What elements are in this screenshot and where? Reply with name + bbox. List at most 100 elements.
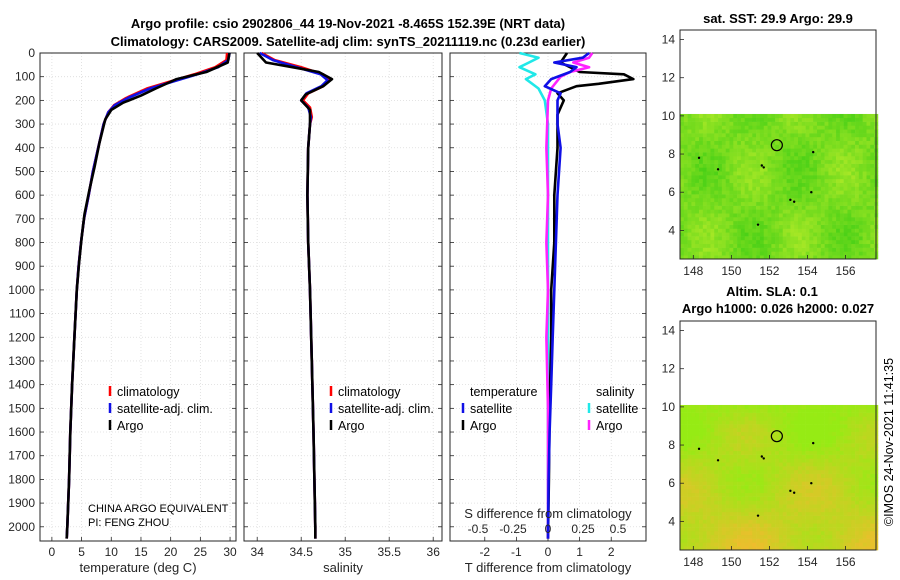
heatmap-cell [729,469,734,474]
heatmap-cell [790,462,795,467]
heatmap-cell [813,190,818,195]
heatmap-cell [763,159,768,164]
heatmap-cell [801,186,806,191]
heatmap-cell [740,458,745,463]
heatmap-cell [836,527,841,532]
heatmap-cell [771,466,776,471]
heatmap-cell [718,462,723,467]
heatmap-cell [695,458,700,463]
heatmap-cell [733,427,738,432]
heatmap-cell [756,197,761,203]
heatmap-cell [775,542,780,547]
heatmap-cell [862,538,867,543]
heatmap-cell [824,129,829,134]
heatmap-cell [786,443,791,448]
heatmap-cell [839,420,844,425]
heatmap-cell [836,209,841,214]
heatmap-cell [756,217,761,222]
heatmap-cell [794,546,799,551]
heatmap-cell [706,534,711,539]
heatmap-cell [858,117,863,122]
heatmap-cell [752,255,757,260]
heatmap-cell [862,534,867,539]
heatmap-cell [794,511,799,516]
heatmap-cell [862,416,867,421]
heatmap-cell [737,515,742,520]
heatmap-cell [680,136,685,141]
heatmap-cell [748,201,753,206]
heatmap-cell [687,121,692,126]
heatmap-cell [817,477,822,482]
heatmap-cell [801,228,806,233]
heatmap-cell [740,485,745,490]
heatmap-cell [824,144,829,149]
heatmap-cell [737,477,742,482]
heatmap-cell [702,205,707,210]
heatmap-cell [862,412,867,417]
heatmap-cell [847,511,852,516]
heatmap-cell [843,458,848,463]
heatmap-cell [729,209,734,214]
heatmap-cell [836,508,841,513]
heatmap-cell [817,217,822,222]
heatmap-cell [729,481,734,486]
heatmap-cell [832,136,837,141]
heatmap-cell [843,408,848,413]
heatmap-cell [862,167,867,172]
heatmap-cell [752,220,757,225]
heatmap-cell [870,129,875,134]
heatmap-cell [862,205,867,210]
heatmap-cell [744,408,749,413]
heatmap-cell [756,519,761,524]
heatmap-cell [858,197,863,203]
heatmap-cell [786,446,791,452]
heatmap-cell [729,113,734,119]
heatmap-cell [775,466,780,471]
heatmap-cell [687,485,692,490]
heatmap-cell [843,190,848,195]
heatmap-cell [748,213,753,218]
heatmap-cell [778,194,784,199]
heatmap-cell [718,454,723,459]
heatmap-cell [706,439,711,444]
heatmap-cell [706,511,711,516]
heatmap-cell [820,469,825,474]
heatmap-cell [828,511,833,516]
heatmap-cell [801,117,806,122]
heatmap-cell [809,155,814,161]
heatmap-cell [691,466,696,471]
heatmap-cell [683,178,688,183]
heatmap-cell [828,125,833,130]
heatmap-cell [862,159,867,164]
heatmap-cell [744,194,749,199]
heatmap-cell [767,144,772,149]
heatmap-cell [680,488,685,494]
heatmap-cell [866,481,871,486]
heatmap-cell [778,125,784,130]
heatmap-cell [680,523,685,528]
heatmap-cell [797,519,803,524]
heatmap-cell [801,167,806,172]
x-tick-label: 150 [721,555,741,569]
heatmap-cell [767,462,772,467]
heatmap-cell [721,228,726,233]
heatmap-cell [813,136,818,141]
heatmap-cell [695,186,700,191]
heatmap-cell [702,159,707,164]
heatmap-cell [851,523,856,528]
heatmap-cell [870,424,875,429]
heatmap-cell [839,136,844,141]
legend-label: Argo [338,419,364,433]
heatmap-cell [767,201,772,206]
heatmap-cell [836,477,841,482]
heatmap-cell [786,220,791,225]
heatmap-cell [851,404,856,410]
y-tick-label: 2000 [8,520,35,534]
heatmap-cell [790,408,795,413]
heatmap-cell [790,450,795,455]
heatmap-cell [740,431,745,436]
heatmap-cell [870,454,875,459]
heatmap-cell [718,117,723,122]
heatmap-cell [797,515,803,520]
heatmap-cell [836,167,841,172]
